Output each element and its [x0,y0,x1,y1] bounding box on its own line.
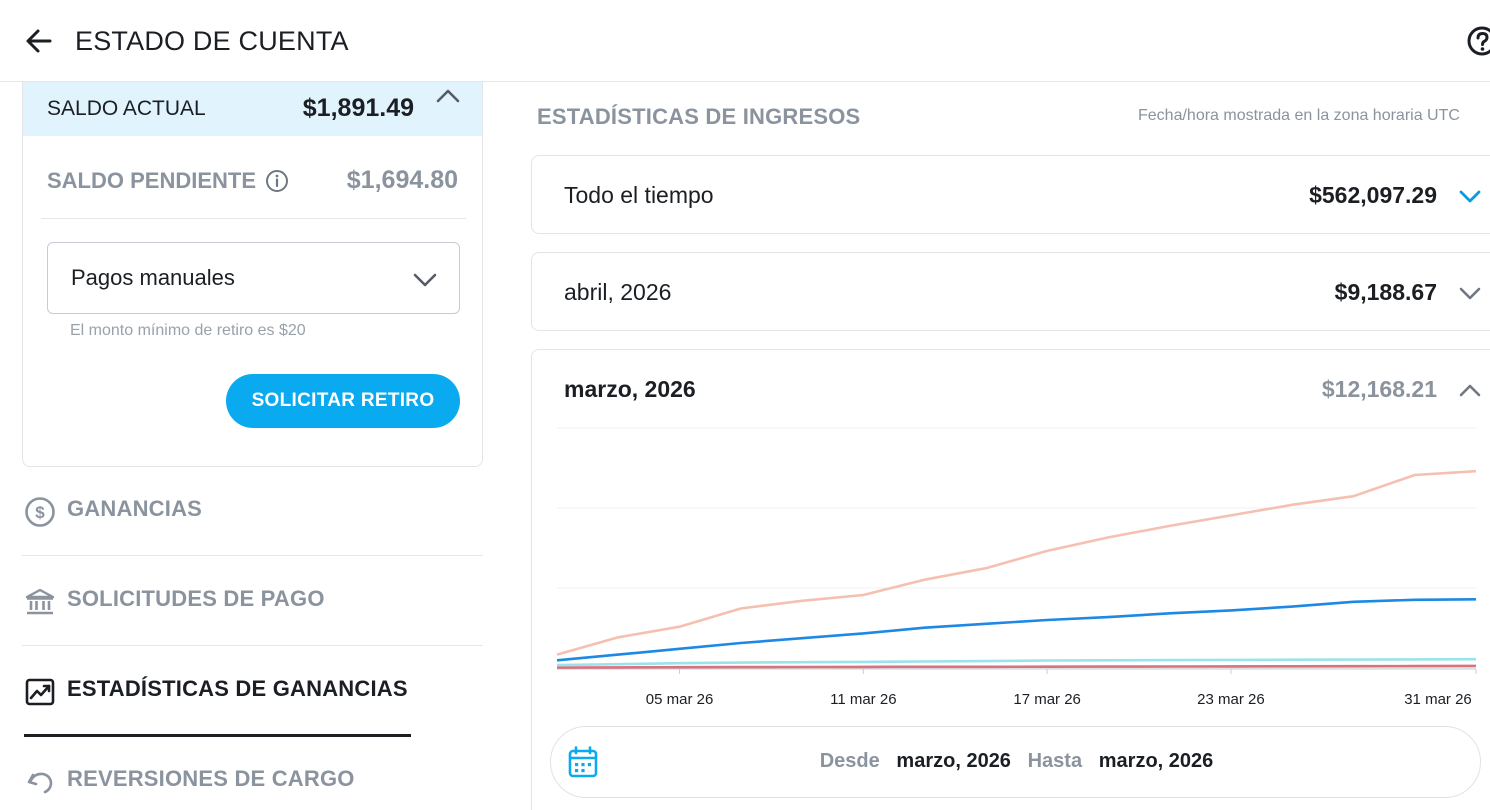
current-balance-row[interactable]: SALDO ACTUAL $1,891.49 [23,82,482,136]
stats-title: ESTADÍSTICAS DE INGRESOS [537,104,861,129]
page-title: ESTADO DE CUENTA [75,26,349,56]
divider [22,645,483,646]
range-from-label: Desde [819,750,880,772]
nav-label: GANANCIAS [67,496,203,521]
chevron-down-icon[interactable] [1456,182,1484,210]
period-label: Todo el tiempo [564,182,714,208]
payout-method-select[interactable]: Pagos manuales [47,242,460,314]
nav-item-estadisticas-de-ganancias[interactable]: ESTADÍSTICAS DE GANANCIAS [22,646,483,737]
nav-item-reversiones-de-cargo[interactable]: REVERSIONES DE CARGO [22,736,483,810]
svg-text:$: $ [35,503,45,522]
dollar-circle-icon: $ [25,497,55,527]
nav-item-ganancias[interactable]: $ GANANCIAS [22,466,483,556]
undo-icon [27,772,53,794]
app-header: ESTADO DE CUENTA [0,0,1490,82]
current-balance-value: $1,891.49 [302,94,414,122]
chevron-down-icon[interactable] [1456,279,1484,307]
range-to-label: Hasta [1027,750,1083,772]
period-value: $562,097.29 [1309,182,1437,208]
range-from-value[interactable]: marzo, 2026 [896,750,1011,772]
active-tab-indicator [24,734,411,737]
period-value: $12,168.21 [1321,376,1437,402]
period-value: $9,188.67 [1334,279,1437,305]
range-to-value[interactable]: marzo, 2026 [1098,750,1214,772]
pending-balance-value: $1,694.80 [346,166,458,194]
help-circle-icon[interactable] [1466,25,1490,59]
period-label: abril, 2026 [564,279,672,305]
date-range-text: Desde marzo, 2026 Hasta marzo, 2026 [551,750,1482,773]
bank-icon [25,588,55,615]
nav-item-solicitudes-de-pago[interactable]: SOLICITUDES DE PAGO [22,556,483,646]
minimum-withdrawal-note: El monto mínimo de retiro es $20 [70,322,306,339]
nav-label: ESTADÍSTICAS DE GANANCIAS [67,676,408,701]
calendar-icon[interactable] [567,745,599,779]
arrow-left-icon[interactable] [22,24,56,58]
nav-label: SOLICITUDES DE PAGO [67,586,325,611]
date-range-selector[interactable]: Desde marzo, 2026 Hasta marzo, 2026 [550,726,1481,798]
chart-line-icon [25,678,55,706]
chevron-up-icon[interactable] [1456,376,1484,404]
info-icon[interactable] [265,169,289,193]
request-withdrawal-button[interactable]: SOLICITAR RETIRO [226,374,460,428]
period-all-time[interactable]: Todo el tiempo $562,097.29 [531,155,1490,234]
divider [41,218,466,219]
balance-card: SALDO ACTUAL $1,891.49 SALDO PENDIENTE $… [22,82,483,467]
pending-balance-label: SALDO PENDIENTE [47,168,257,193]
timezone-note: Fecha/hora mostrada en la zona horaria U… [1138,107,1460,124]
chevron-up-icon[interactable] [435,82,461,108]
payout-method-value: Pagos manuales [71,265,235,290]
chevron-down-icon [413,273,437,287]
nav-label: REVERSIONES DE CARGO [67,766,355,791]
period-april-2026[interactable]: abril, 2026 $9,188.67 [531,252,1490,331]
current-balance-label: SALDO ACTUAL [47,97,206,120]
divider [22,555,483,556]
period-label: marzo, 2026 [564,376,696,402]
